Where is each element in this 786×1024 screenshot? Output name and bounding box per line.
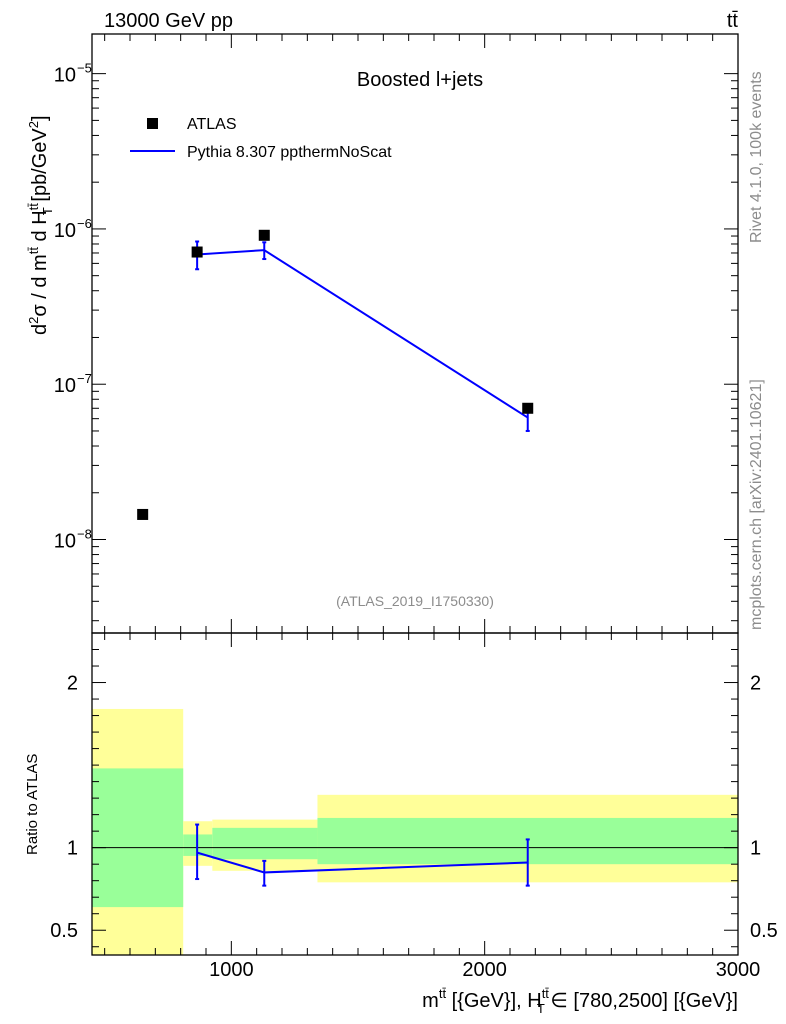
x-tick-label-2: 3000 (716, 959, 761, 981)
ratio-y-tick-label-right-1: 1 (750, 838, 761, 860)
main-y-tick-exp-1: −7 (77, 371, 92, 386)
main-y-tick-label-2: 10 (54, 220, 76, 242)
svg-text:d2σ / d mtt̄ d Htt̄T [pb/GeV2]: d2σ / d mtt̄ d Htt̄T [pb/GeV2] (26, 115, 55, 335)
x-axis-label: mtt̄ [{GeV}], Htt̄ T ∈ [780,2500] [{GeV}] (422, 986, 738, 1016)
y-axis-label-main: d2σ / d mtt̄ d Htt̄T [pb/GeV2] (26, 115, 55, 335)
ratio-y-tick-label-right-2: 2 (750, 673, 761, 695)
atlas-data-point (522, 402, 534, 414)
ratio-y-tick-label-2: 2 (67, 673, 78, 695)
main-pythia-line (197, 249, 529, 419)
header-energy: 13000 GeV pp (104, 10, 233, 32)
ratio-y-tick-label-1: 1 (67, 838, 78, 860)
legend-atlas-marker (147, 118, 158, 129)
x-tick-label-1: 2000 (462, 959, 507, 981)
main-y-tick-label-0: 10 (54, 531, 76, 553)
analysis-id: (ATLAS_2019_I1750330) (336, 593, 494, 609)
source-label: mcplots.cern.ch [arXiv:2401.10621] (748, 379, 765, 630)
ratio-frame (91, 632, 739, 956)
main-y-tick-label-3: 10 (54, 65, 76, 87)
atlas-data-point (191, 246, 203, 258)
ratio-y-tick-label-0: 0.5 (50, 920, 78, 942)
main-y-tick-exp-0: −8 (77, 527, 92, 542)
atlas-data-point (258, 229, 270, 241)
atlas-data-point (137, 508, 149, 520)
rivet-version: Rivet 4.1.0, 100k events (748, 71, 765, 243)
ratio-y-tick-label-right-0: 0.5 (750, 920, 778, 942)
legend-pythia-label: Pythia 8.307 ppthermNoScat (187, 144, 392, 161)
main-y-tick-exp-3: −5 (77, 61, 92, 76)
y-axis-label-ratio: Ratio to ATLAS (24, 754, 41, 855)
main-y-tick-exp-2: −6 (77, 216, 92, 231)
svg-text:mtt̄ [{GeV}], Htt̄T ∈ [780,250: mtt̄ [{GeV}], Htt̄ T ∈ [780,2500] [{GeV}] (422, 986, 738, 1016)
ratio-band-green-2 (212, 827, 318, 860)
legend-atlas-label: ATLAS (187, 116, 237, 133)
ratio-band-green-0 (92, 768, 184, 908)
panel-title: Boosted l+jets (357, 69, 483, 91)
header-process: tt̄ (727, 10, 739, 32)
x-tick-label-0: 1000 (209, 959, 254, 981)
main-y-tick-label-1: 10 (54, 375, 76, 397)
